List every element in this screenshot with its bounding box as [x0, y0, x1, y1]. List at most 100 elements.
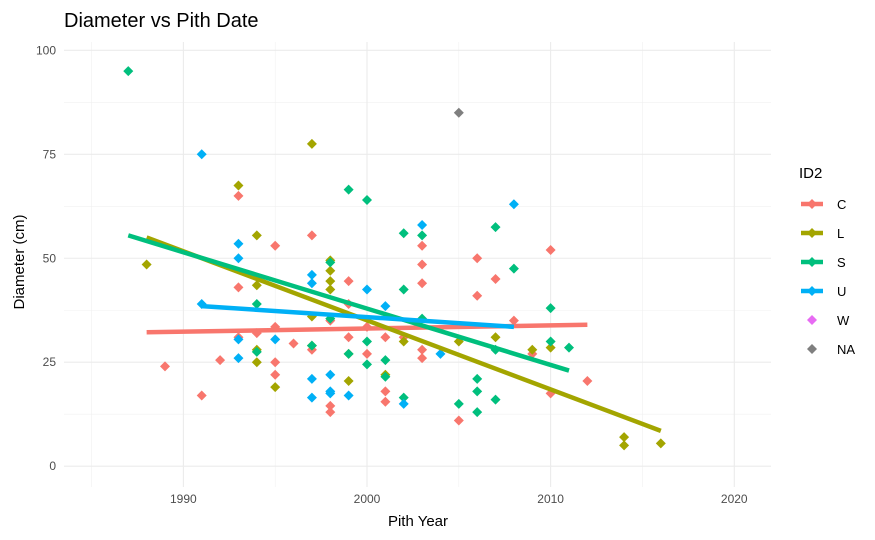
data-point-c	[417, 278, 428, 289]
data-point-l	[527, 344, 538, 355]
data-point-c	[270, 369, 281, 380]
data-point-l	[655, 438, 666, 449]
legend-key-na	[807, 344, 817, 354]
y-tick-label: 75	[43, 147, 57, 161]
data-point-u	[362, 284, 372, 295]
data-point-u	[270, 334, 281, 345]
y-axis-label: Diameter (cm)	[11, 214, 28, 309]
data-point-l	[233, 180, 244, 191]
data-point-s	[472, 407, 483, 418]
data-point-l	[619, 440, 630, 451]
legend-label-w: W	[837, 313, 850, 328]
data-point-l	[251, 357, 262, 368]
data-point-c	[325, 407, 336, 418]
data-point-s	[398, 284, 409, 295]
y-tick-label: 25	[43, 355, 57, 369]
data-point-s	[472, 373, 483, 384]
data-point-u	[233, 353, 244, 364]
data-point-u	[380, 301, 391, 312]
data-point-u	[435, 348, 446, 359]
data-point-s	[545, 303, 556, 314]
trend-line-s	[127, 233, 570, 373]
data-point-s	[417, 230, 428, 241]
data-point-s	[123, 66, 134, 77]
x-tick-label: 1990	[170, 492, 197, 506]
data-point-c	[545, 244, 556, 255]
data-point-l	[306, 138, 317, 149]
chart-title: Diameter vs Pith Date	[64, 10, 259, 32]
data-point-c	[362, 348, 372, 359]
data-point-l	[490, 332, 501, 343]
legend-title: ID2	[799, 165, 822, 182]
legend-key-c	[807, 199, 817, 209]
data-point-l	[251, 230, 262, 241]
data-point-s	[453, 398, 464, 409]
data-point-s	[545, 336, 556, 347]
data-point-s	[325, 257, 336, 268]
data-point-u	[325, 386, 336, 397]
legend-label-s: S	[837, 255, 846, 270]
data-point-s	[362, 336, 372, 347]
data-point-c	[472, 290, 483, 301]
data-point-u	[233, 334, 244, 345]
data-point-c	[306, 230, 317, 241]
data-point-c	[233, 282, 244, 293]
data-point-s	[398, 392, 409, 403]
data-point-s	[362, 359, 372, 370]
data-point-l	[325, 276, 336, 287]
data-point-l	[619, 432, 630, 443]
data-point-u	[508, 199, 519, 210]
data-point-c	[380, 332, 391, 343]
trend-line-u	[201, 303, 515, 330]
data-point-c	[472, 253, 483, 264]
data-point-l	[325, 265, 336, 276]
data-point-l	[545, 342, 556, 353]
data-point-s	[343, 348, 354, 359]
data-point-l	[251, 280, 262, 291]
axis-ticks: 1990 2000 2010 2020 0 25 50 75 100	[36, 43, 748, 506]
x-tick-label: 2000	[354, 492, 381, 506]
data-points	[123, 66, 666, 451]
legend-label-c: C	[837, 197, 846, 212]
data-point-s	[251, 346, 262, 357]
data-point-c	[380, 386, 391, 397]
y-tick-label: 0	[49, 459, 56, 473]
data-point-c	[233, 190, 244, 201]
data-point-u	[398, 398, 409, 409]
data-point-c	[417, 240, 428, 251]
data-point-c	[343, 332, 354, 343]
data-point-c	[215, 355, 226, 366]
y-tick-label: 100	[36, 43, 56, 57]
data-point-c	[417, 353, 428, 364]
data-point-c	[490, 274, 501, 285]
legend-key-u	[807, 286, 817, 296]
data-point-s	[380, 371, 391, 382]
data-point-u	[196, 149, 207, 160]
data-point-u	[306, 278, 317, 289]
data-point-c	[196, 390, 207, 401]
data-point-u	[306, 269, 317, 280]
data-point-s	[306, 340, 317, 351]
data-point-s	[490, 394, 501, 405]
data-point-s	[251, 299, 262, 310]
legend-key-s	[807, 257, 817, 267]
data-point-s	[490, 222, 501, 233]
legend-key-w	[807, 315, 817, 325]
data-point-s	[472, 386, 483, 397]
data-point-s	[380, 355, 391, 366]
data-point-l	[270, 382, 281, 393]
grid	[64, 42, 771, 487]
data-point-s	[343, 184, 354, 195]
data-point-c	[417, 344, 428, 355]
data-point-c	[380, 396, 391, 407]
data-point-u	[343, 390, 354, 401]
data-point-c	[270, 240, 281, 251]
data-point-s	[508, 263, 519, 274]
data-point-l	[325, 284, 336, 295]
data-point-c	[288, 338, 299, 349]
data-point-c	[325, 400, 336, 411]
data-point-s	[362, 195, 372, 206]
data-point-l	[398, 336, 409, 347]
